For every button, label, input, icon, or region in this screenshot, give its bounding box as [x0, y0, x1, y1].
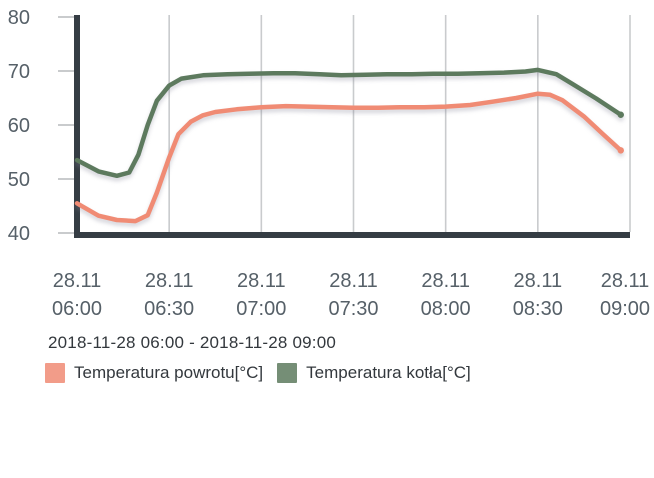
- legend-swatch-kotla-icon: [277, 363, 298, 383]
- legend-item-temperatura-powrotu[interactable]: Temperatura powrotu[°C]: [45, 363, 263, 383]
- legend-swatch-powrotu-icon: [45, 363, 65, 383]
- x-tick-label-date: 28.11: [421, 270, 470, 292]
- y-axis-line: [74, 15, 80, 238]
- series-line: [74, 67, 624, 179]
- x-tick-label-date: 28.11: [237, 270, 286, 292]
- x-tick-label-time: 06:00: [52, 298, 102, 320]
- y-axis: 80 70 60 50 40: [8, 7, 74, 245]
- x-axis-line: [74, 232, 630, 238]
- x-tick-label-date: 28.11: [53, 270, 102, 292]
- x-tick-label-time: 09:00: [600, 298, 650, 320]
- series-kotla[interactable]: [74, 67, 624, 179]
- legend-item-temperatura-kotla[interactable]: Temperatura kotła[°C]: [277, 363, 471, 383]
- chart-canvas[interactable]: 80 70 60 50 40 28.11 06:00 28.11 06:30 28.11 07:00…: [0, 0, 654, 325]
- vertical-gridlines: [168, 15, 631, 232]
- x-tick-label-time: 08:30: [513, 298, 563, 320]
- series-powrotu[interactable]: [74, 91, 624, 224]
- x-tick-label-time: 08:00: [421, 298, 471, 320]
- x-tick-label-time: 07:00: [236, 298, 286, 320]
- y-tick-label: 40: [8, 223, 30, 245]
- x-tick-label-time: 07:30: [328, 298, 378, 320]
- y-tick-label: 50: [8, 169, 30, 191]
- y-tick-label: 80: [8, 7, 30, 29]
- legend-label-powrotu: Temperatura powrotu[°C]: [74, 363, 264, 382]
- y-tick-label: 70: [8, 61, 30, 83]
- legend-label-kotla: Temperatura kotła[°C]: [306, 363, 471, 382]
- x-axis-labels: 28.11 06:00 28.11 06:30 28.11 07:00 28.11 07:30…: [52, 270, 650, 320]
- x-tick-label-date: 28.11: [145, 270, 194, 292]
- x-tick-label-date: 28.11: [329, 270, 378, 292]
- x-tick-label-time: 06:30: [144, 298, 194, 320]
- chart-date-range-subtitle: 2018-11-28 06:00 - 2018-11-28 09:00: [48, 333, 337, 352]
- series-end-dot: [617, 147, 624, 154]
- x-tick-label-date: 28.11: [514, 270, 563, 292]
- series-line: [74, 91, 624, 224]
- series-end-dot: [617, 111, 624, 118]
- x-tick-label-date: 28.11: [601, 270, 650, 292]
- chart-legend: Temperatura powrotu[°C] Temperatura kotł…: [45, 363, 471, 383]
- y-tick-label: 60: [8, 115, 30, 137]
